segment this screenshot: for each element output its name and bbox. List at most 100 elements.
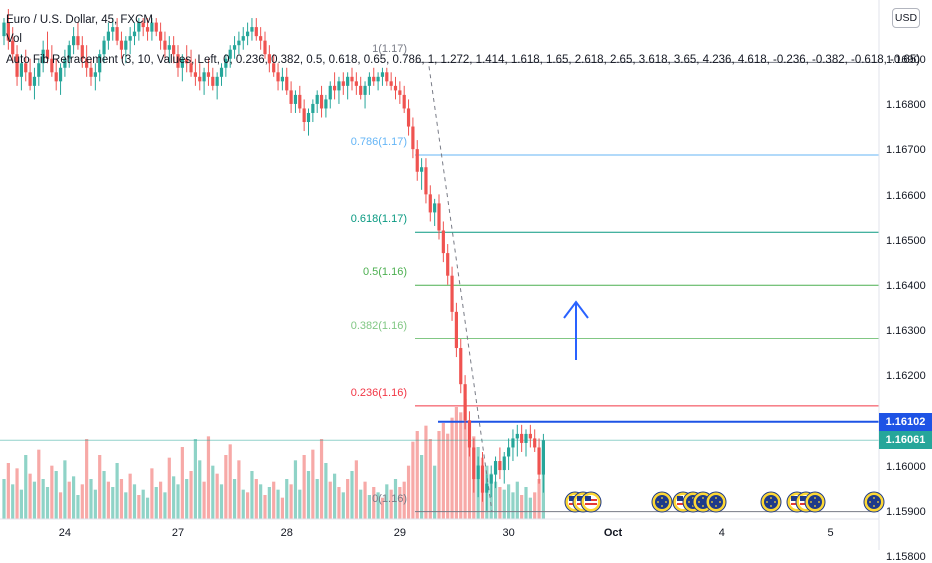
candle-body xyxy=(441,230,445,254)
candle-body xyxy=(324,99,328,109)
candle-body xyxy=(485,483,489,493)
currency-button[interactable]: USD xyxy=(892,8,920,28)
candle-body xyxy=(319,94,324,109)
candle xyxy=(472,438,476,493)
candle xyxy=(219,63,224,86)
candle xyxy=(259,27,263,50)
volume-bar xyxy=(2,479,6,519)
candle xyxy=(467,411,472,457)
volume-bar xyxy=(67,481,71,519)
candle xyxy=(293,90,298,113)
candle-body xyxy=(276,72,280,82)
candle xyxy=(289,81,293,113)
candle xyxy=(459,338,463,394)
fib-indicator-label[interactable]: Auto Fib Retracement (3, 10, Values, Lef… xyxy=(6,54,921,66)
candle xyxy=(176,45,180,77)
candle xyxy=(380,67,385,86)
candle-body xyxy=(537,447,541,475)
volume-bar xyxy=(106,481,110,519)
candle xyxy=(363,81,367,109)
time-tick-label: 4 xyxy=(718,527,725,539)
symbol-title[interactable]: Euro / U.S. Dollar, 45, FXCM xyxy=(6,14,153,26)
volume-bar xyxy=(537,479,541,519)
volume-bar xyxy=(520,495,524,519)
candle xyxy=(346,72,350,100)
volume-bar xyxy=(276,489,280,519)
volume-bar xyxy=(198,460,202,519)
candle-body xyxy=(159,31,163,41)
volume-bar xyxy=(159,481,163,519)
volume-bar xyxy=(319,439,324,519)
volume-bar xyxy=(450,417,454,519)
volume-bar xyxy=(446,433,450,519)
candle-body xyxy=(80,45,84,59)
volume-bar xyxy=(167,457,171,519)
volume-bar xyxy=(193,439,197,519)
candle-body xyxy=(446,253,450,276)
candle xyxy=(85,45,89,77)
candle xyxy=(2,18,6,46)
candle xyxy=(228,45,232,68)
candle-body xyxy=(232,45,237,50)
candle xyxy=(446,244,450,285)
candle xyxy=(115,18,119,46)
candle xyxy=(476,456,480,498)
candle xyxy=(67,40,71,68)
candle-body xyxy=(85,58,89,68)
candle xyxy=(454,302,458,358)
candle-body xyxy=(533,438,537,448)
volume-bar xyxy=(246,492,250,519)
candle-body xyxy=(124,40,128,50)
volume-bar xyxy=(302,455,306,519)
candle-body xyxy=(267,54,271,64)
candle xyxy=(393,76,398,100)
volume-histogram xyxy=(2,399,545,519)
volume-bar xyxy=(528,497,532,519)
price-chart[interactable] xyxy=(0,0,932,550)
candle xyxy=(420,158,424,190)
candle-body xyxy=(241,36,245,41)
candle-body xyxy=(111,27,115,32)
candle-body xyxy=(128,36,132,41)
volume-label[interactable]: Vol xyxy=(6,33,22,45)
candle-body xyxy=(306,112,311,123)
candle xyxy=(172,36,176,64)
candle-body xyxy=(376,76,380,82)
volume-bar xyxy=(176,484,180,519)
volume-bar xyxy=(58,492,63,519)
candle-body xyxy=(15,54,19,77)
volume-bar xyxy=(189,471,193,519)
candle xyxy=(37,58,41,86)
candlesticks xyxy=(2,9,545,511)
time-tick-label: 30 xyxy=(502,527,515,539)
volume-bar xyxy=(111,487,115,519)
candle xyxy=(58,63,63,95)
volume-bar xyxy=(393,479,398,519)
candle xyxy=(333,72,337,100)
volume-bar xyxy=(254,479,258,519)
candle xyxy=(533,429,537,452)
volume-bar xyxy=(63,460,67,519)
volume-bar xyxy=(37,449,41,519)
price-tag: 1.16061 xyxy=(879,431,932,450)
candle xyxy=(128,27,132,55)
candle-body xyxy=(67,45,71,59)
volume-bar xyxy=(467,420,472,519)
candle-body xyxy=(350,76,354,82)
candle xyxy=(385,67,389,86)
candle-body xyxy=(180,58,184,68)
volume-bar xyxy=(89,479,93,519)
candle xyxy=(137,18,141,41)
candle-body xyxy=(459,348,463,385)
candle xyxy=(150,18,154,41)
candle-body xyxy=(45,49,50,59)
volume-bar xyxy=(315,479,319,519)
candle-body xyxy=(393,85,398,91)
candle xyxy=(480,451,485,502)
time-tick-label: 28 xyxy=(280,527,293,539)
volume-bar xyxy=(185,479,189,519)
candle xyxy=(285,67,289,95)
candle-body xyxy=(476,465,480,480)
volume-bar xyxy=(228,444,232,519)
candle-body xyxy=(246,31,250,37)
